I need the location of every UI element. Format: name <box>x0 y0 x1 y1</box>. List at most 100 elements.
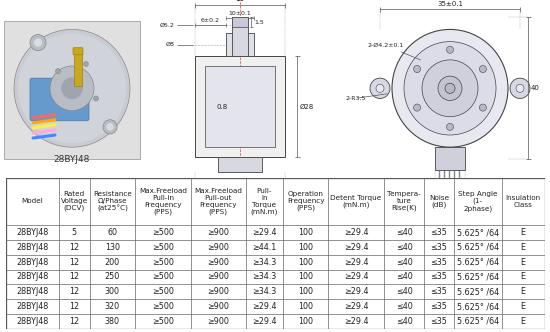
Text: 100: 100 <box>298 302 313 311</box>
Text: E: E <box>521 243 526 252</box>
Text: ≥500: ≥500 <box>152 302 174 311</box>
Circle shape <box>370 78 390 99</box>
Text: ≤35: ≤35 <box>431 317 448 326</box>
Bar <box>74 51 82 86</box>
Text: ≥500: ≥500 <box>152 287 174 296</box>
Circle shape <box>35 39 41 46</box>
Text: 10±0.1: 10±0.1 <box>229 11 251 16</box>
Text: 28BYJ48: 28BYJ48 <box>16 228 48 237</box>
Circle shape <box>103 120 117 134</box>
Bar <box>218 157 262 172</box>
Text: 250: 250 <box>105 273 120 282</box>
Text: 200: 200 <box>105 258 120 267</box>
Text: 12: 12 <box>69 302 79 311</box>
Text: 0.8: 0.8 <box>216 104 228 110</box>
Text: ≥900: ≥900 <box>207 228 229 237</box>
Text: 引出线 UL1061 AWG≥26: 引出线 UL1061 AWG≥26 <box>340 192 407 198</box>
Text: 28BYJ48: 28BYJ48 <box>16 258 48 267</box>
Text: ≥44.1: ≥44.1 <box>252 243 277 252</box>
FancyBboxPatch shape <box>30 78 89 121</box>
Text: Max.Freeload
Pull-in
Frequency
(PPS): Max.Freeload Pull-in Frequency (PPS) <box>139 188 187 215</box>
Text: ≥29.4: ≥29.4 <box>344 243 368 252</box>
Circle shape <box>50 66 94 111</box>
Text: 28BYJ48: 28BYJ48 <box>16 243 48 252</box>
Circle shape <box>30 35 46 51</box>
Text: 5.625° /64: 5.625° /64 <box>456 243 499 252</box>
Text: 12: 12 <box>69 243 79 252</box>
Text: Operation
Frequency
(PPS): Operation Frequency (PPS) <box>287 192 324 211</box>
Text: ≥29.4: ≥29.4 <box>344 258 368 267</box>
Text: 40: 40 <box>531 85 540 91</box>
Text: ≥900: ≥900 <box>207 273 229 282</box>
Text: 5.625° /64: 5.625° /64 <box>456 228 499 237</box>
Text: 5.625° /64: 5.625° /64 <box>456 317 499 326</box>
Text: ≥500: ≥500 <box>152 228 174 237</box>
Text: 130: 130 <box>105 243 120 252</box>
Text: E: E <box>521 287 526 296</box>
Text: Resistance
Ω/Phase
(at25°C): Resistance Ω/Phase (at25°C) <box>93 191 132 212</box>
Text: 100: 100 <box>298 258 313 267</box>
Text: Pull-
in
Torque
(mN.m): Pull- in Torque (mN.m) <box>251 188 278 215</box>
Text: ≥29.4: ≥29.4 <box>252 317 277 326</box>
Text: 28BYJ48: 28BYJ48 <box>16 287 48 296</box>
Text: 12: 12 <box>69 273 79 282</box>
Text: 12: 12 <box>446 183 454 189</box>
Text: ≥29.4: ≥29.4 <box>344 317 368 326</box>
Text: Ø5.2: Ø5.2 <box>160 23 175 28</box>
Text: 320: 320 <box>105 302 120 311</box>
Text: 300: 300 <box>105 287 120 296</box>
Text: 100: 100 <box>298 287 313 296</box>
Text: 28BYJ48: 28BYJ48 <box>16 302 48 311</box>
Text: E: E <box>521 273 526 282</box>
Circle shape <box>438 76 462 101</box>
Text: Ø28: Ø28 <box>300 104 314 110</box>
Bar <box>232 17 248 28</box>
Text: ≥29.4: ≥29.4 <box>344 302 368 311</box>
Text: ≤35: ≤35 <box>431 302 448 311</box>
Text: Max.Freeload
Pull-out
Frequency
(PPS): Max.Freeload Pull-out Frequency (PPS) <box>194 188 242 215</box>
Circle shape <box>445 83 455 93</box>
Text: ≤35: ≤35 <box>431 243 448 252</box>
Text: ≥500: ≥500 <box>152 317 174 326</box>
Text: Ø8: Ø8 <box>166 42 175 47</box>
Circle shape <box>392 30 508 147</box>
Text: ≤40: ≤40 <box>395 317 412 326</box>
Text: ≤35: ≤35 <box>431 258 448 267</box>
Text: ≥29.4: ≥29.4 <box>344 228 368 237</box>
Text: ≤35: ≤35 <box>431 228 448 237</box>
Text: ≥29.4: ≥29.4 <box>344 273 368 282</box>
Text: ≥29.4: ≥29.4 <box>252 302 277 311</box>
Text: ≥29.4: ≥29.4 <box>252 228 277 237</box>
Text: ≥34.3: ≥34.3 <box>252 273 277 282</box>
Text: E: E <box>521 228 526 237</box>
Text: 5.625° /64: 5.625° /64 <box>456 258 499 267</box>
Text: 28BYJ48: 28BYJ48 <box>16 317 48 326</box>
Text: ≤35: ≤35 <box>431 287 448 296</box>
Circle shape <box>447 123 454 130</box>
Text: ≤40: ≤40 <box>395 302 412 311</box>
Text: 5: 5 <box>72 228 76 237</box>
Bar <box>195 56 285 157</box>
Bar <box>205 66 275 147</box>
Text: ≥500: ≥500 <box>152 243 174 252</box>
Text: 5.625° /64: 5.625° /64 <box>456 302 499 311</box>
Text: Step Angle
(1-
2phase): Step Angle (1- 2phase) <box>458 191 498 212</box>
Text: 16: 16 <box>235 184 245 193</box>
Text: 5.625° /64: 5.625° /64 <box>456 287 499 296</box>
Bar <box>232 17 248 56</box>
Text: 380: 380 <box>105 317 120 326</box>
Text: 12: 12 <box>69 317 79 326</box>
FancyBboxPatch shape <box>73 48 83 55</box>
Text: 12: 12 <box>69 287 79 296</box>
Text: 1.5: 1.5 <box>254 20 264 25</box>
Text: ≥900: ≥900 <box>207 317 229 326</box>
Circle shape <box>14 30 130 147</box>
Circle shape <box>18 34 126 143</box>
Circle shape <box>516 84 524 92</box>
Bar <box>4 21 140 159</box>
Text: 28BYJ48: 28BYJ48 <box>16 273 48 282</box>
Text: 100: 100 <box>298 243 313 252</box>
Circle shape <box>480 104 486 111</box>
Text: 19: 19 <box>235 0 245 3</box>
Circle shape <box>404 42 496 135</box>
